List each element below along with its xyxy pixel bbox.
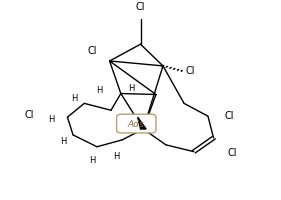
Text: Cl: Cl (225, 111, 234, 121)
Text: H: H (71, 93, 77, 102)
Text: Cl: Cl (228, 147, 237, 157)
Text: Cl: Cl (185, 66, 195, 75)
Text: H: H (48, 114, 55, 123)
Text: H: H (128, 84, 135, 93)
Text: Cl: Cl (87, 46, 97, 56)
Text: H: H (114, 151, 120, 160)
Polygon shape (138, 118, 146, 129)
Text: Cl: Cl (24, 110, 34, 120)
FancyBboxPatch shape (117, 115, 156, 133)
Text: H: H (96, 86, 103, 95)
Text: Ads: Ads (128, 119, 145, 128)
Text: H: H (90, 155, 96, 164)
Text: H: H (140, 114, 147, 123)
Text: H: H (60, 137, 66, 146)
Text: Cl: Cl (136, 2, 145, 12)
